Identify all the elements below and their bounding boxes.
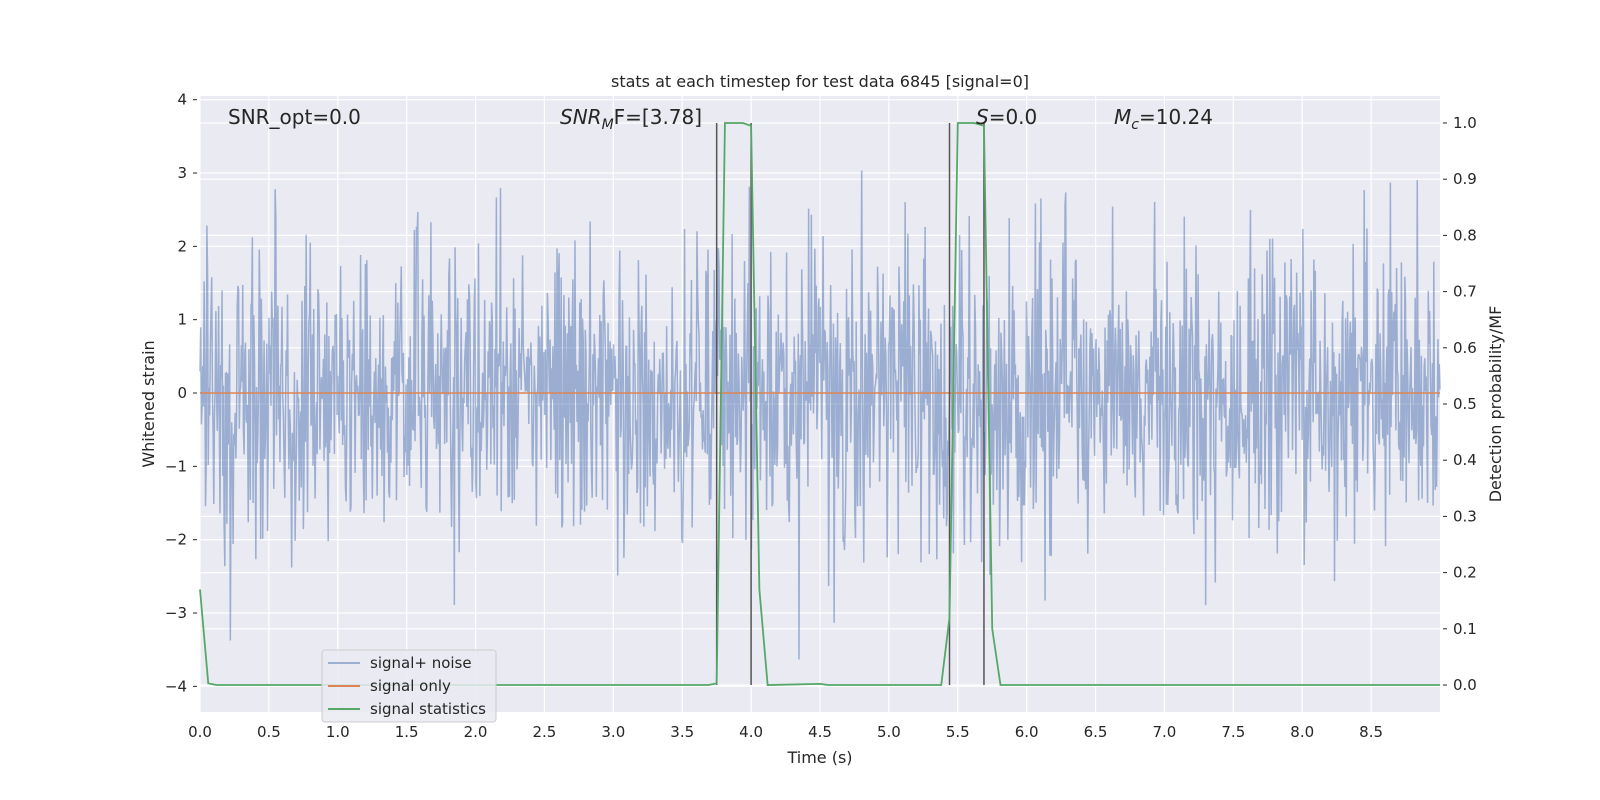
y2-tick-label: 0.8 xyxy=(1453,226,1477,244)
y2-tick-label: 1.0 xyxy=(1453,114,1477,132)
x-tick-label: 7.5 xyxy=(1221,723,1245,741)
series-line-signal-statistics xyxy=(199,122,1440,686)
y-tick-label: −1 xyxy=(165,457,187,475)
x-tick-label: 2.0 xyxy=(464,723,488,741)
y2-tick-label: 0.3 xyxy=(1453,507,1477,525)
annotation-snr-mf: SNRMF=[3.78] xyxy=(560,105,702,133)
y2-tick-label: 0.7 xyxy=(1453,283,1477,301)
y2-tick-labels: 0.0 0.1 0.2 0.3 0.4 0.5 0.6 0.7 0.8 0.9 1.0 xyxy=(1443,114,1477,694)
y-tick-label: −4 xyxy=(165,677,187,695)
annotation-snr-mf-rest: F=[3.78] xyxy=(614,105,702,129)
annotation-s-rest: =0.0 xyxy=(989,105,1038,129)
x-tick-label: 1.5 xyxy=(395,723,419,741)
legend-box xyxy=(321,649,497,723)
annotation-snr-opt: SNR_opt=0.0 xyxy=(228,105,361,129)
x-tick-label: 0.5 xyxy=(257,723,281,741)
x-tick-label: 8.0 xyxy=(1290,723,1314,741)
annotations: SNR_opt=0.0 SNRMF=[3.78] S=0.0 Mc=10.24 xyxy=(228,105,1213,133)
x-tick-label: 6.5 xyxy=(1084,723,1108,741)
y-tick-label: −2 xyxy=(165,531,187,549)
y-tick-label: 2 xyxy=(177,237,187,255)
x-tick-labels: 0.0 0.5 1.0 1.5 2.0 2.5 3.0 3.5 4.0 4.5 5.0 5.5 6.0 6… xyxy=(188,723,1383,741)
y-axis-label: Whitened strain xyxy=(139,340,158,467)
legend: signal+ noise signal only signal statist… xyxy=(321,649,497,723)
x-axis-label: Time (s) xyxy=(786,748,852,767)
x-tick-label: 6.0 xyxy=(1015,723,1039,741)
y-tick-label: −3 xyxy=(165,604,187,622)
annotation-mc-main: M xyxy=(1114,105,1131,129)
y2-tick-label: 0.4 xyxy=(1453,451,1477,469)
x-tick-label: 5.0 xyxy=(877,723,901,741)
annotation-mc-sub: c xyxy=(1131,117,1139,133)
x-tick-label: 1.0 xyxy=(326,723,350,741)
chart-title: stats at each timestep for test data 684… xyxy=(611,72,1029,91)
y-tick-label: 3 xyxy=(177,164,187,182)
series-signal-statistics xyxy=(199,122,1440,686)
legend-label-signal-noise: signal+ noise xyxy=(370,654,472,672)
y2-tick-label: 0.6 xyxy=(1453,339,1477,357)
y-tick-label: 1 xyxy=(177,311,187,329)
y-tick-labels: −4 −3 −2 −1 0 1 2 3 4 xyxy=(165,91,197,695)
y2-tick-label: 0.0 xyxy=(1453,676,1477,694)
annotation-snr-mf-sub: M xyxy=(602,117,614,133)
y2-tick-label: 0.5 xyxy=(1453,395,1477,413)
annotation-snr-mf-main: SNR xyxy=(560,105,602,129)
annotation-mc-rest: =10.24 xyxy=(1139,105,1213,129)
series-line-signal-noise xyxy=(199,170,1441,660)
x-tick-label: 8.5 xyxy=(1359,723,1383,741)
x-tick-label: 2.5 xyxy=(533,723,557,741)
series-signal-noise xyxy=(199,170,1441,660)
annotation-s-main: S xyxy=(976,105,989,129)
y2-axis-label: Detection probability/MF xyxy=(1486,306,1505,503)
x-tick-label: 4.0 xyxy=(739,723,763,741)
annotation-s: S=0.0 xyxy=(976,105,1037,129)
legend-label-signal-statistics: signal statistics xyxy=(370,700,486,718)
x-tick-label: 5.5 xyxy=(946,723,970,741)
annotation-mc: Mc=10.24 xyxy=(1114,105,1213,133)
y2-tick-label: 0.1 xyxy=(1453,620,1477,638)
x-tick-label: 7.0 xyxy=(1153,723,1177,741)
y2-tick-label: 0.9 xyxy=(1453,170,1477,188)
x-tick-label: 3.5 xyxy=(670,723,694,741)
x-tick-label: 0.0 xyxy=(188,723,212,741)
y2-tick-label: 0.2 xyxy=(1453,564,1477,582)
x-tick-label: 4.5 xyxy=(808,723,832,741)
y-tick-label: 0 xyxy=(177,384,187,402)
x-tick-label: 3.0 xyxy=(601,723,625,741)
legend-label-signal-only: signal only xyxy=(370,677,451,695)
y-tick-label: 4 xyxy=(177,91,187,109)
